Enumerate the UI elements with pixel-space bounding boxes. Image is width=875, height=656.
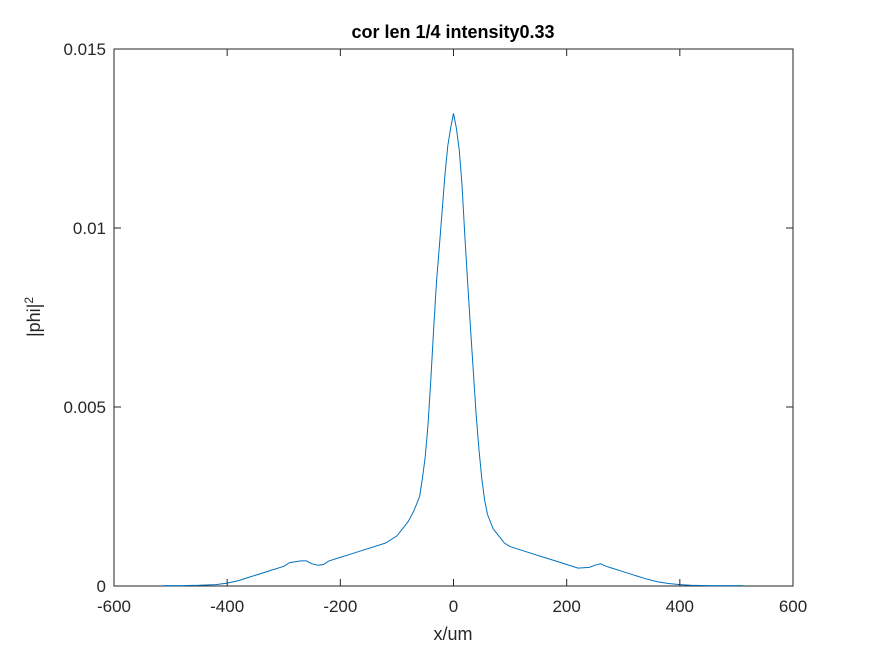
plot-area (113, 48, 794, 587)
x-tick-label: 600 (779, 597, 807, 616)
y-axis-label-base: |phi| (24, 304, 44, 337)
x-tick-label: 0 (449, 597, 458, 616)
y-axis-label-sup: 2 (22, 297, 36, 304)
x-axis-label: x/um (433, 624, 472, 644)
x-tick-label: -600 (97, 597, 131, 616)
chart-title: cor len 1/4 intensity0.33 (351, 22, 554, 42)
y-axis-label: |phi|2 (22, 297, 44, 337)
x-tick-label: -400 (210, 597, 244, 616)
y-tick-label: 0.01 (73, 219, 106, 238)
y-tick-label: 0.005 (63, 398, 106, 417)
x-tick-label: -200 (323, 597, 357, 616)
data-series-line (163, 113, 744, 587)
x-axis-ticks: -600 -400 -200 0 200 400 600 (97, 49, 807, 616)
axes-box (113, 48, 794, 587)
x-tick-label: 200 (552, 597, 580, 616)
x-tick-label: 400 (666, 597, 694, 616)
y-axis-ticks: 0 0.005 0.01 0.015 (63, 40, 793, 596)
y-tick-label: 0 (97, 577, 106, 596)
y-tick-label: 0.015 (63, 40, 106, 59)
